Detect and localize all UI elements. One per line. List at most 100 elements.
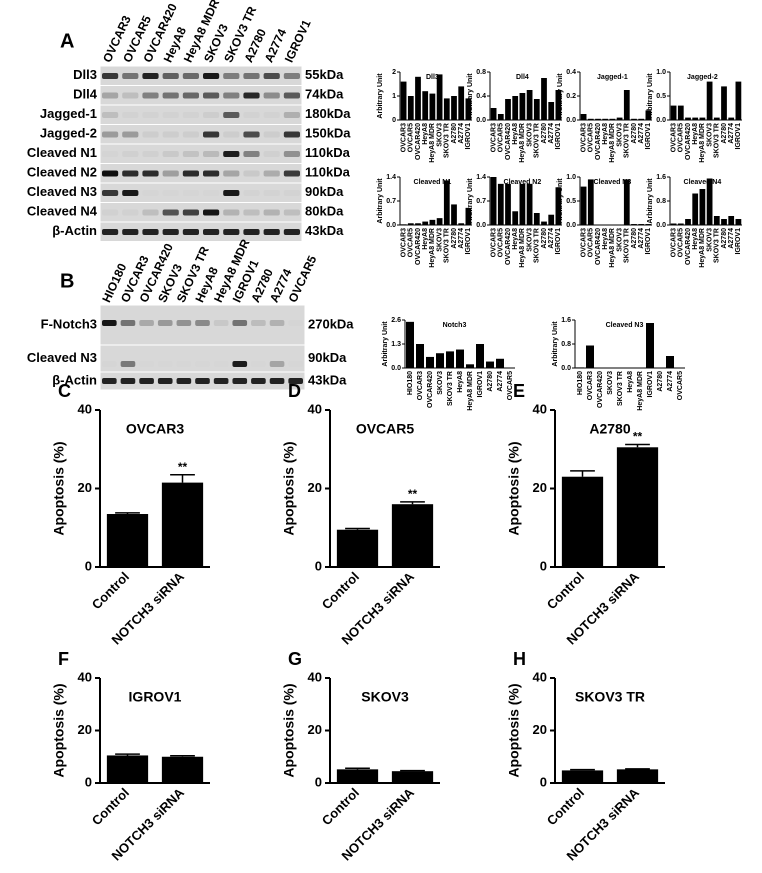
error-bar bbox=[400, 501, 425, 505]
y-tick-label: 0 bbox=[392, 117, 396, 124]
x-tick-label: Control bbox=[319, 569, 362, 612]
y-tick-label: 40 bbox=[533, 401, 547, 416]
band bbox=[122, 73, 139, 79]
band bbox=[157, 320, 173, 326]
band bbox=[142, 73, 159, 79]
error-bar bbox=[570, 470, 595, 477]
x-tick-label: OVCAR420 bbox=[505, 228, 512, 265]
x-tick-label: HeyA8 bbox=[692, 228, 699, 250]
band bbox=[263, 190, 280, 196]
y-axis-label: Arbitrary Unit bbox=[647, 178, 654, 224]
x-tick-label: OVCAR420 bbox=[685, 123, 692, 160]
band bbox=[243, 92, 260, 99]
bar bbox=[161, 482, 204, 567]
bar bbox=[400, 224, 407, 225]
y-tick-label: 1.6 bbox=[656, 174, 666, 181]
y-axis-label: Arbitrary Unit bbox=[467, 73, 474, 119]
bar bbox=[735, 81, 742, 120]
x-tick-label: SKOV3 bbox=[706, 123, 713, 147]
band bbox=[122, 190, 139, 196]
band bbox=[122, 92, 139, 99]
x-tick-label: A2780 bbox=[657, 371, 664, 392]
row-label: Jagged-1 bbox=[40, 106, 97, 121]
x-tick-label: A2774 bbox=[728, 123, 735, 144]
band bbox=[283, 112, 300, 118]
x-tick-label: A2774 bbox=[458, 228, 465, 249]
band bbox=[283, 151, 300, 157]
x-tick-label: A2774 bbox=[548, 228, 555, 249]
bar bbox=[519, 93, 526, 120]
x-tick-label: SKOV3 bbox=[616, 123, 623, 147]
x-tick-label: HeyA8 bbox=[512, 123, 519, 145]
x-tick-label: OVCAR420 bbox=[595, 228, 602, 265]
x-tick-label: HeyA8 bbox=[512, 228, 519, 250]
error-bar bbox=[570, 768, 595, 771]
bar bbox=[587, 118, 594, 120]
x-tick-label: HeyA8 bbox=[627, 371, 634, 393]
x-tick-label: A2780 bbox=[721, 123, 728, 144]
panel-label: A bbox=[60, 30, 74, 52]
bar bbox=[699, 189, 706, 225]
y-tick-label: 2.6 bbox=[391, 317, 401, 324]
band bbox=[243, 131, 260, 138]
x-tick-label: OVCAR420 bbox=[597, 371, 604, 408]
error-bar bbox=[115, 512, 140, 515]
bar bbox=[555, 187, 562, 225]
bar bbox=[677, 223, 684, 225]
x-tick-label: HeyA8 bbox=[422, 228, 429, 250]
y-tick-label: 20 bbox=[533, 480, 547, 495]
bar bbox=[533, 213, 540, 225]
size-label: 43kDa bbox=[305, 223, 344, 238]
x-tick-label: SKOV3 bbox=[436, 228, 443, 252]
band bbox=[142, 112, 159, 118]
y-axis-label: Arbitrary Unit bbox=[552, 321, 559, 367]
bar bbox=[580, 186, 587, 225]
band bbox=[243, 112, 260, 118]
y-tick-label: 0 bbox=[85, 558, 92, 573]
y-tick-label: 20 bbox=[533, 722, 547, 737]
y-tick-label: 0.0 bbox=[476, 222, 486, 229]
error-bar bbox=[400, 769, 425, 772]
x-tick-label: SKOV3 TR bbox=[624, 228, 631, 263]
row-label: Cleaved N1 bbox=[27, 145, 97, 160]
y-axis-label: Apoptosis (%) bbox=[51, 441, 67, 535]
blot-row bbox=[99, 221, 303, 242]
bar bbox=[561, 476, 604, 567]
x-tick-label: OVCAR5 bbox=[678, 228, 685, 257]
band bbox=[102, 320, 117, 326]
error-bar bbox=[170, 754, 195, 757]
y-axis-label: Apoptosis (%) bbox=[51, 683, 67, 777]
x-tick-label: SKOV3 bbox=[706, 228, 713, 252]
bar bbox=[677, 105, 684, 120]
y-axis-label: Arbitrary Unit bbox=[557, 73, 564, 119]
chart-title: Cleaved N2 bbox=[504, 179, 542, 186]
x-tick-label: OVCAR3 bbox=[490, 228, 497, 257]
bar bbox=[391, 504, 434, 567]
bar bbox=[548, 102, 555, 120]
band bbox=[142, 209, 159, 216]
panel-label: D bbox=[288, 381, 301, 401]
bar bbox=[526, 90, 533, 120]
bar bbox=[623, 179, 630, 225]
y-tick-label: 1.4 bbox=[476, 174, 486, 181]
band bbox=[102, 378, 117, 384]
y-tick-label: 1.0 bbox=[566, 174, 576, 181]
bar bbox=[645, 224, 652, 225]
band bbox=[213, 320, 229, 326]
band bbox=[203, 131, 220, 138]
bar bbox=[422, 221, 429, 225]
x-tick-label: OVCAR3 bbox=[670, 123, 677, 152]
band bbox=[223, 112, 240, 118]
x-tick-label: OVCAR3 bbox=[490, 123, 497, 152]
bar bbox=[638, 224, 645, 225]
band bbox=[182, 209, 199, 216]
x-tick-label: A2780 bbox=[487, 371, 494, 392]
y-tick-label: 40 bbox=[78, 401, 92, 416]
bar bbox=[505, 183, 511, 225]
x-tick-label: SKOV3 TR bbox=[714, 228, 721, 263]
x-tick-label: OVCAR5 bbox=[588, 228, 595, 257]
bar bbox=[541, 78, 547, 120]
band bbox=[102, 170, 119, 177]
row-label: Dll3 bbox=[73, 67, 97, 82]
size-label: 110kDa bbox=[305, 145, 351, 160]
